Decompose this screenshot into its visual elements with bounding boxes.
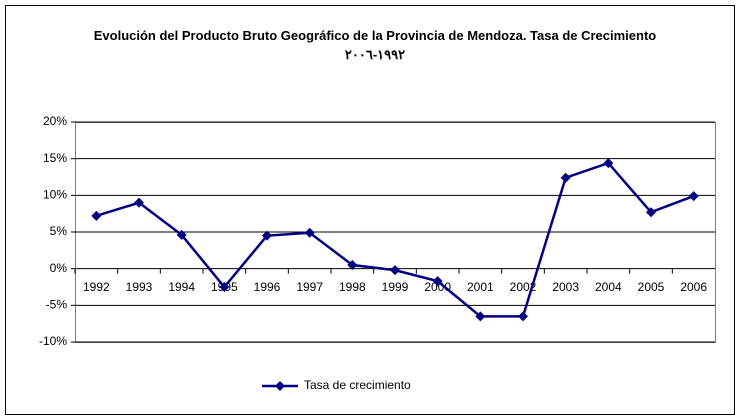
x-tick-label: 2003 <box>552 280 579 294</box>
x-tick-label: 2004 <box>595 280 622 294</box>
point <box>390 265 400 276</box>
x-tick-label: 1992 <box>83 280 110 294</box>
point <box>646 207 656 218</box>
x-tick-label: 2005 <box>638 280 665 294</box>
point <box>688 191 699 202</box>
y-tick-label: 10% <box>43 188 67 202</box>
y-tick-label: 15% <box>43 151 67 165</box>
x-tick-label: 2006 <box>680 280 707 294</box>
y-tick-label: 0% <box>50 261 68 275</box>
x-tick-label: 2000 <box>424 280 451 294</box>
x-tick-label: 1993 <box>126 280 153 294</box>
point <box>219 282 230 292</box>
point <box>262 230 272 241</box>
chart-title: Evolución del Producto Bruto Geográfico … <box>93 28 657 62</box>
y-tick-label: -10% <box>39 334 67 348</box>
point <box>432 276 443 287</box>
x-tick-label: 1999 <box>382 280 409 294</box>
legend-label: Tasa de crecimiento <box>304 378 411 392</box>
y-tick-label: 20% <box>43 114 67 128</box>
y-tick-label: 5% <box>50 224 68 238</box>
x-tick-label: 1998 <box>339 280 366 294</box>
x-tick-label: 1996 <box>254 280 281 294</box>
legend-marker <box>275 381 285 391</box>
y-tick-label: -5% <box>46 298 68 312</box>
point <box>518 311 528 322</box>
point <box>176 229 187 240</box>
point <box>304 227 315 238</box>
point <box>347 260 358 270</box>
x-tick-label: 1994 <box>168 280 195 294</box>
point <box>134 197 144 208</box>
point <box>475 311 486 322</box>
point <box>603 158 614 169</box>
point <box>560 172 571 183</box>
x-tick-label: 2001 <box>467 280 494 294</box>
x-tick-label: 1997 <box>296 280 323 294</box>
point <box>91 210 102 221</box>
